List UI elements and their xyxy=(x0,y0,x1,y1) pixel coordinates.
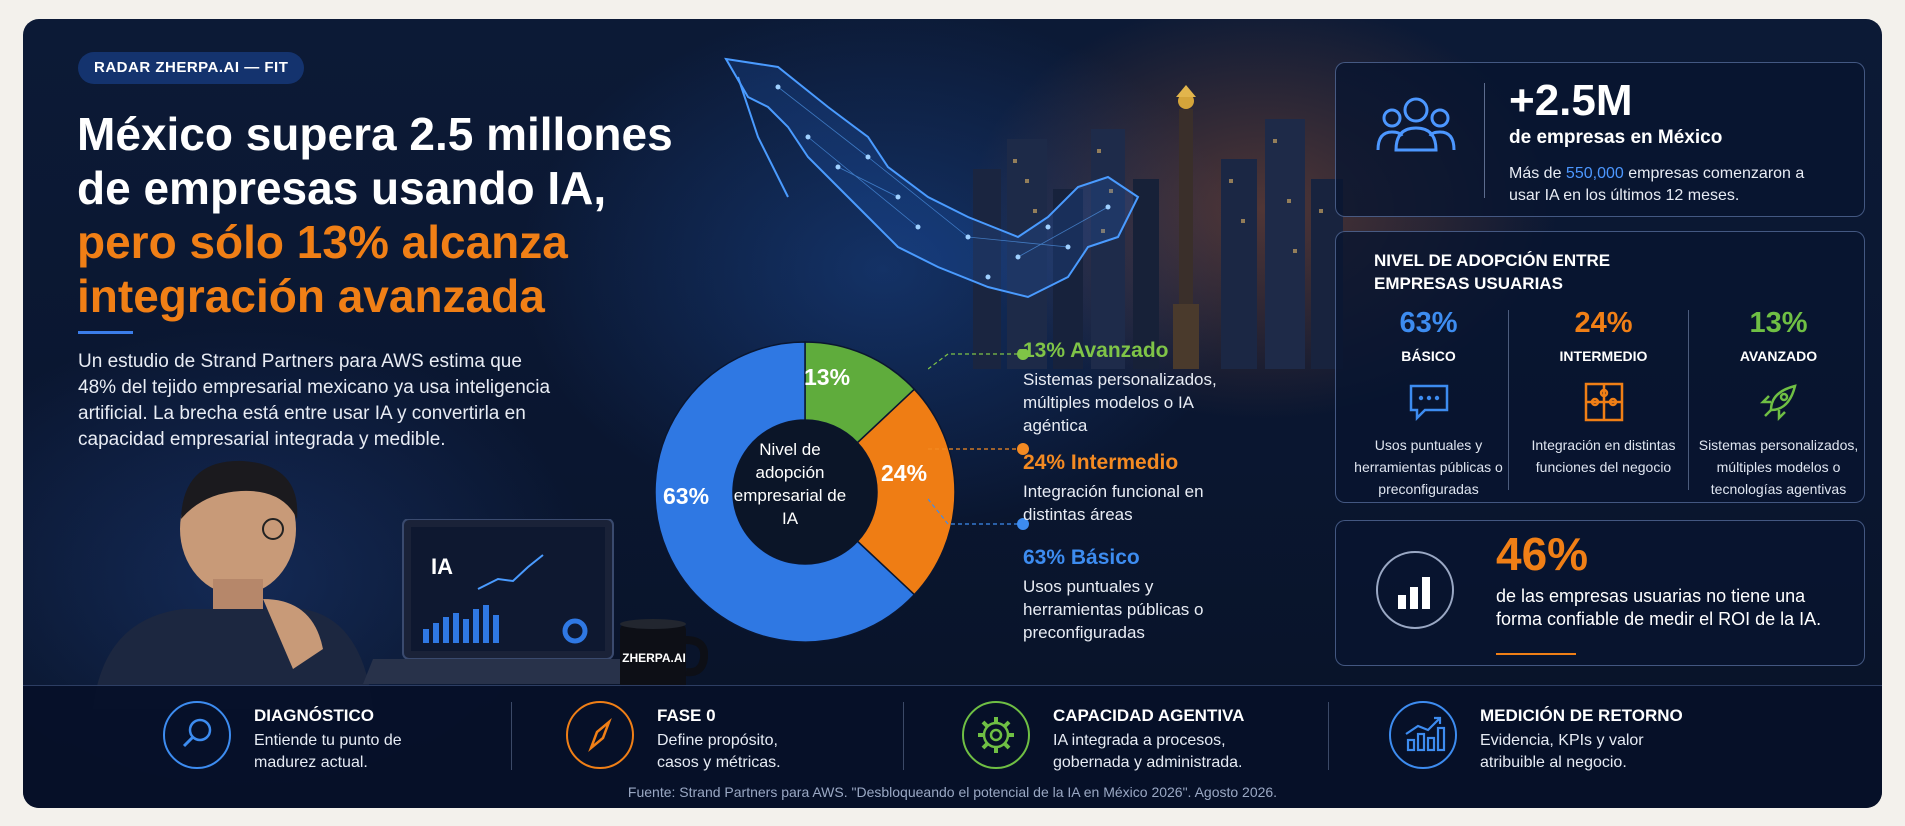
laptop-screen-text: IA xyxy=(431,554,453,579)
chat-icon xyxy=(1409,384,1448,422)
growth-chart-icon xyxy=(1389,701,1457,769)
radar-badge: RADAR ZHERPA.AI — FIT xyxy=(78,52,305,84)
legend-connectors xyxy=(928,349,1029,530)
headline-line-1: México supera 2.5 millones xyxy=(77,108,673,160)
new-companies-highlight: 550,000 xyxy=(1565,165,1624,182)
level-intermedio-name: INTERMEDIO xyxy=(1559,348,1648,364)
companies-stat-panel: +2.5M de empresas en México Más de 550,0… xyxy=(1335,62,1865,217)
roi-description: de las empresas usuarias no tiene una fo… xyxy=(1496,586,1822,629)
companies-description: Más de 550,000 empresas comenzaron a usa… xyxy=(1509,165,1805,204)
companies-subtitle: de empresas en México xyxy=(1509,127,1723,148)
donut-label-basico: 63% xyxy=(663,483,710,509)
legend-avanzado: 13% Avanzado Sistemas personalizados, mú… xyxy=(1023,339,1253,437)
step-fase-0-desc: Define propósito, casos y métricas. xyxy=(657,732,781,771)
step-divider xyxy=(903,702,904,770)
rocket-icon xyxy=(1759,384,1797,422)
panel-divider xyxy=(1484,83,1485,198)
headline-line-4: integración avanzada xyxy=(77,270,545,322)
step-medicion-retorno-title: MEDICIÓN DE RETORNO xyxy=(1480,706,1683,725)
magnifier-icon xyxy=(163,701,231,769)
legend-basico-desc: Usos puntuales y herramientas públicas o… xyxy=(1023,577,1204,642)
roi-underline xyxy=(1496,653,1576,655)
legend-intermedio-title: 24% Intermedio xyxy=(1023,451,1179,474)
step-divider xyxy=(511,702,512,770)
infographic-card: RADAR ZHERPA.AI — FIT México supera 2.5 … xyxy=(23,19,1882,808)
headline: México supera 2.5 millones de empresas u… xyxy=(77,107,697,323)
legend-basico-title: 63% Básico xyxy=(1023,546,1140,569)
headline-line-2: de empresas usando IA, xyxy=(77,162,607,214)
level-avanzado-pct: 13% xyxy=(1749,307,1808,339)
mug-text: ZHERPA.AI xyxy=(622,651,686,665)
laptop-illustration xyxy=(363,519,663,684)
person-illustration xyxy=(93,460,373,709)
step-diagnostico-desc: Entiende tu punto de madurez actual. xyxy=(254,732,402,771)
mexico-network-map xyxy=(724,57,1140,299)
headline-line-3: pero sólo 13% alcanza xyxy=(77,216,568,268)
steps-strip: DIAGNÓSTICO Entiende tu punto de madurez… xyxy=(23,685,1882,808)
step-capacidad-agentiva-title: CAPACIDAD AGENTIVA xyxy=(1053,706,1245,725)
legend-avanzado-title: 13% Avanzado xyxy=(1023,339,1169,362)
legend-basico: 63% Básico Usos puntuales y herramientas… xyxy=(1023,546,1253,644)
column-divider xyxy=(1688,310,1689,490)
donut-hole xyxy=(733,420,877,564)
step-capacidad-agentiva-desc: IA integrada a procesos, gobernada y adm… xyxy=(1053,732,1243,771)
bar-chart-icon xyxy=(1376,551,1454,629)
puzzle-icon xyxy=(1584,382,1623,422)
city-skyline-illustration xyxy=(973,85,1343,369)
donut-label-intermedio: 24% xyxy=(881,460,928,486)
donut-center-label: Nivel de adopción empresarial de IA xyxy=(733,440,847,528)
adoption-levels-panel: NIVEL DE ADOPCIÓN ENTRE EMPRESAS USUARIA… xyxy=(1335,231,1865,503)
level-basico-name: BÁSICO xyxy=(1401,348,1456,364)
level-intermedio-pct: 24% xyxy=(1574,307,1633,339)
companies-count: +2.5M xyxy=(1509,76,1633,125)
step-medicion-retorno-desc: Evidencia, KPIs y valor atribuible al ne… xyxy=(1480,732,1644,771)
level-basico-desc: Usos puntuales y herramientas públicas o… xyxy=(1354,437,1503,497)
compass-icon xyxy=(566,701,634,769)
mug-illustration xyxy=(620,619,708,690)
donut-label-avanzado: 13% xyxy=(804,364,851,390)
roi-stat-panel: 46% de las empresas usuarias no tiene un… xyxy=(1335,520,1865,666)
level-avanzado-name: AVANZADO xyxy=(1739,348,1818,364)
legend-intermedio: 24% Intermedio Integración funcional en … xyxy=(1023,451,1253,526)
legend-avanzado-desc: Sistemas personalizados, múltiples model… xyxy=(1023,370,1217,435)
intro-paragraph: Un estudio de Strand Partners para AWS e… xyxy=(78,351,551,450)
level-intermedio: 24% INTERMEDIO Integración en distintas … xyxy=(1516,307,1691,478)
adoption-donut-chart xyxy=(654,341,956,643)
gear-icon xyxy=(962,701,1030,769)
step-divider xyxy=(1328,702,1329,770)
level-basico: 63% BÁSICO Usos puntuales y herramientas… xyxy=(1341,307,1516,500)
headline-accent-line xyxy=(78,331,133,334)
level-basico-pct: 63% xyxy=(1399,307,1458,339)
column-divider xyxy=(1508,310,1509,490)
source-citation: Fuente: Strand Partners para AWS. "Desbl… xyxy=(627,784,1278,800)
level-intermedio-desc: Integración en distintas funciones del n… xyxy=(1531,437,1676,475)
roi-percentage: 46% xyxy=(1496,528,1589,580)
level-avanzado-desc: Sistemas personalizados, múltiples model… xyxy=(1698,437,1859,497)
users-icon xyxy=(1376,97,1456,152)
legend-intermedio-desc: Integración funcional en distintas áreas xyxy=(1023,482,1204,524)
level-avanzado: 13% AVANZADO Sistemas personalizados, mú… xyxy=(1691,307,1866,500)
step-diagnostico-title: DIAGNÓSTICO xyxy=(254,706,374,725)
step-fase-0-title: FASE 0 xyxy=(657,706,716,725)
adoption-levels-title: NIVEL DE ADOPCIÓN ENTRE EMPRESAS USUARIA… xyxy=(1374,251,1611,293)
